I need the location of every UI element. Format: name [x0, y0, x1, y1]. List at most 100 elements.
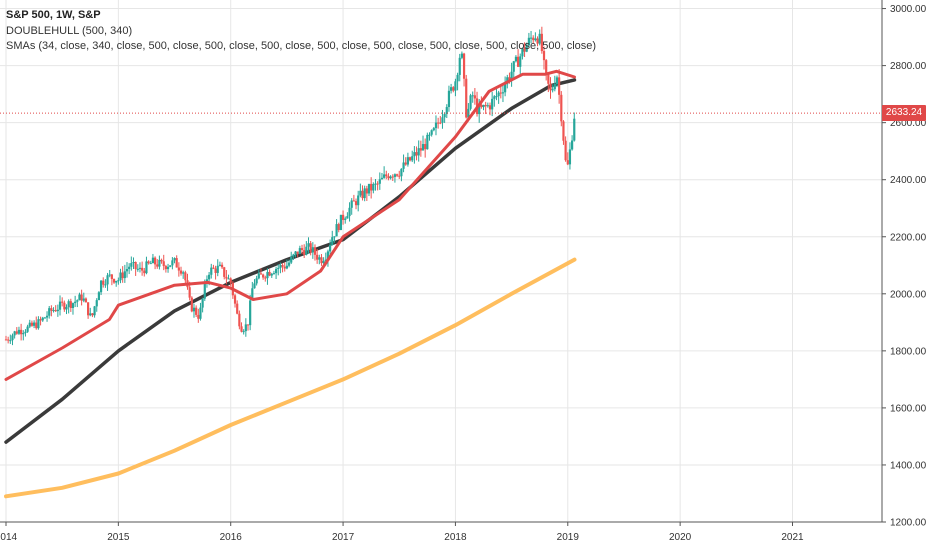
- x-axis-ticks[interactable]: 2014 2015 2016 2017 2018 2019 2020 2021: [0, 522, 804, 543]
- grid-lines: [0, 0, 882, 523]
- candle-body: [115, 280, 118, 283]
- y-tick-label: 2000.00: [890, 289, 927, 300]
- candle-body: [428, 134, 431, 136]
- candle-body: [424, 144, 427, 150]
- sma-34-line: [4, 69, 576, 381]
- candle-body: [249, 300, 252, 326]
- candle-body: [125, 269, 129, 272]
- candle-body: [415, 152, 418, 156]
- x-tick-label: 2017: [332, 532, 355, 543]
- candle-body: [166, 266, 170, 270]
- y-tick-label: 2400.00: [890, 175, 927, 186]
- candle-body: [508, 77, 511, 80]
- candle-body: [253, 283, 256, 289]
- x-tick-label: 2020: [669, 532, 692, 543]
- candle-body: [199, 307, 202, 319]
- candle-body: [566, 160, 569, 165]
- candle-body: [462, 53, 466, 79]
- candle-body: [171, 260, 174, 266]
- candle-body: [182, 272, 185, 274]
- sma-500-line: [4, 257, 577, 499]
- candle-body: [486, 105, 489, 107]
- candle-body: [106, 275, 109, 285]
- candle-body: [84, 298, 88, 303]
- price-candles: [4, 26, 576, 346]
- candle-body: [465, 78, 468, 118]
- candle-body: [229, 278, 232, 283]
- x-tick-label: 2016: [220, 532, 243, 543]
- y-axis-ticks[interactable]: 3000.00 2800.00 2600.00 2400.00 2200.00 2000.…: [882, 4, 927, 529]
- candle-body: [225, 276, 228, 279]
- candle-body: [346, 216, 349, 219]
- candle-body: [274, 268, 278, 274]
- candle-body: [266, 271, 269, 279]
- candle-body: [156, 264, 159, 267]
- candle-body: [370, 183, 373, 191]
- candle-body: [532, 37, 535, 41]
- candle-body: [95, 300, 98, 307]
- symbol-title[interactable]: S&P 500, 1W, S&P: [6, 9, 101, 21]
- candle-body: [214, 268, 217, 273]
- candle-body: [184, 272, 187, 281]
- indicator-doublehull[interactable]: DOUBLEHULL (500, 340): [6, 24, 133, 37]
- candle-body: [445, 107, 448, 115]
- candle-body: [378, 179, 381, 184]
- candle-body: [4, 339, 8, 341]
- candle-body: [538, 33, 541, 44]
- candle-body: [43, 317, 46, 319]
- chart-legend[interactable]: S&P 500, 1W, S&P DOUBLEHULL (500, 340) S…: [6, 8, 596, 55]
- candle-body: [441, 117, 444, 123]
- candle-body: [121, 272, 124, 279]
- candle-body: [547, 73, 550, 84]
- candle-body: [519, 56, 522, 67]
- candle-body: [568, 149, 572, 165]
- candle-body: [71, 303, 75, 308]
- candle-body: [216, 265, 219, 273]
- candle-body: [50, 308, 53, 311]
- candle-body: [134, 261, 137, 269]
- candle-body: [357, 195, 360, 206]
- candle-body: [305, 246, 308, 255]
- candle-body: [153, 257, 157, 265]
- candle-body: [212, 267, 215, 269]
- candle-body: [534, 38, 537, 41]
- candle-body: [240, 326, 243, 332]
- candle-body: [471, 95, 474, 97]
- candle-body: [277, 267, 280, 269]
- candle-body: [400, 168, 403, 177]
- candle-body: [389, 176, 392, 179]
- candle-body: [473, 95, 476, 99]
- candle-body: [270, 273, 273, 276]
- candle-body: [499, 92, 502, 94]
- candle-body: [91, 313, 94, 316]
- y-tick-label: 3000.00: [890, 4, 927, 15]
- candle-body: [13, 331, 16, 336]
- candle-body: [233, 295, 237, 304]
- candle-body: [220, 264, 224, 268]
- y-tick-label: 1800.00: [890, 346, 927, 357]
- candle-body: [571, 140, 574, 150]
- candle-body: [484, 104, 487, 107]
- candle-body: [406, 157, 409, 165]
- y-tick-label: 1400.00: [890, 460, 927, 471]
- candle-body: [145, 261, 148, 274]
- candle-body: [197, 314, 200, 319]
- candle-body: [501, 92, 505, 94]
- candle-body: [344, 218, 347, 220]
- candle-body: [294, 251, 297, 255]
- candle-body: [45, 315, 49, 318]
- candle-body: [281, 265, 284, 267]
- candle-body: [251, 288, 254, 301]
- indicator-smas[interactable]: SMAs (34, close, 340, close, 500, close,…: [6, 40, 597, 52]
- candle-body: [41, 317, 44, 321]
- candle-body: [117, 280, 120, 282]
- candle-body: [331, 237, 334, 245]
- candle-body: [309, 243, 312, 253]
- y-tick-label: 2800.00: [890, 61, 927, 72]
- candle-body: [333, 236, 336, 238]
- candle-body: [108, 274, 111, 276]
- candle-body: [147, 261, 150, 264]
- candle-body: [311, 247, 314, 253]
- candle-body: [119, 272, 122, 281]
